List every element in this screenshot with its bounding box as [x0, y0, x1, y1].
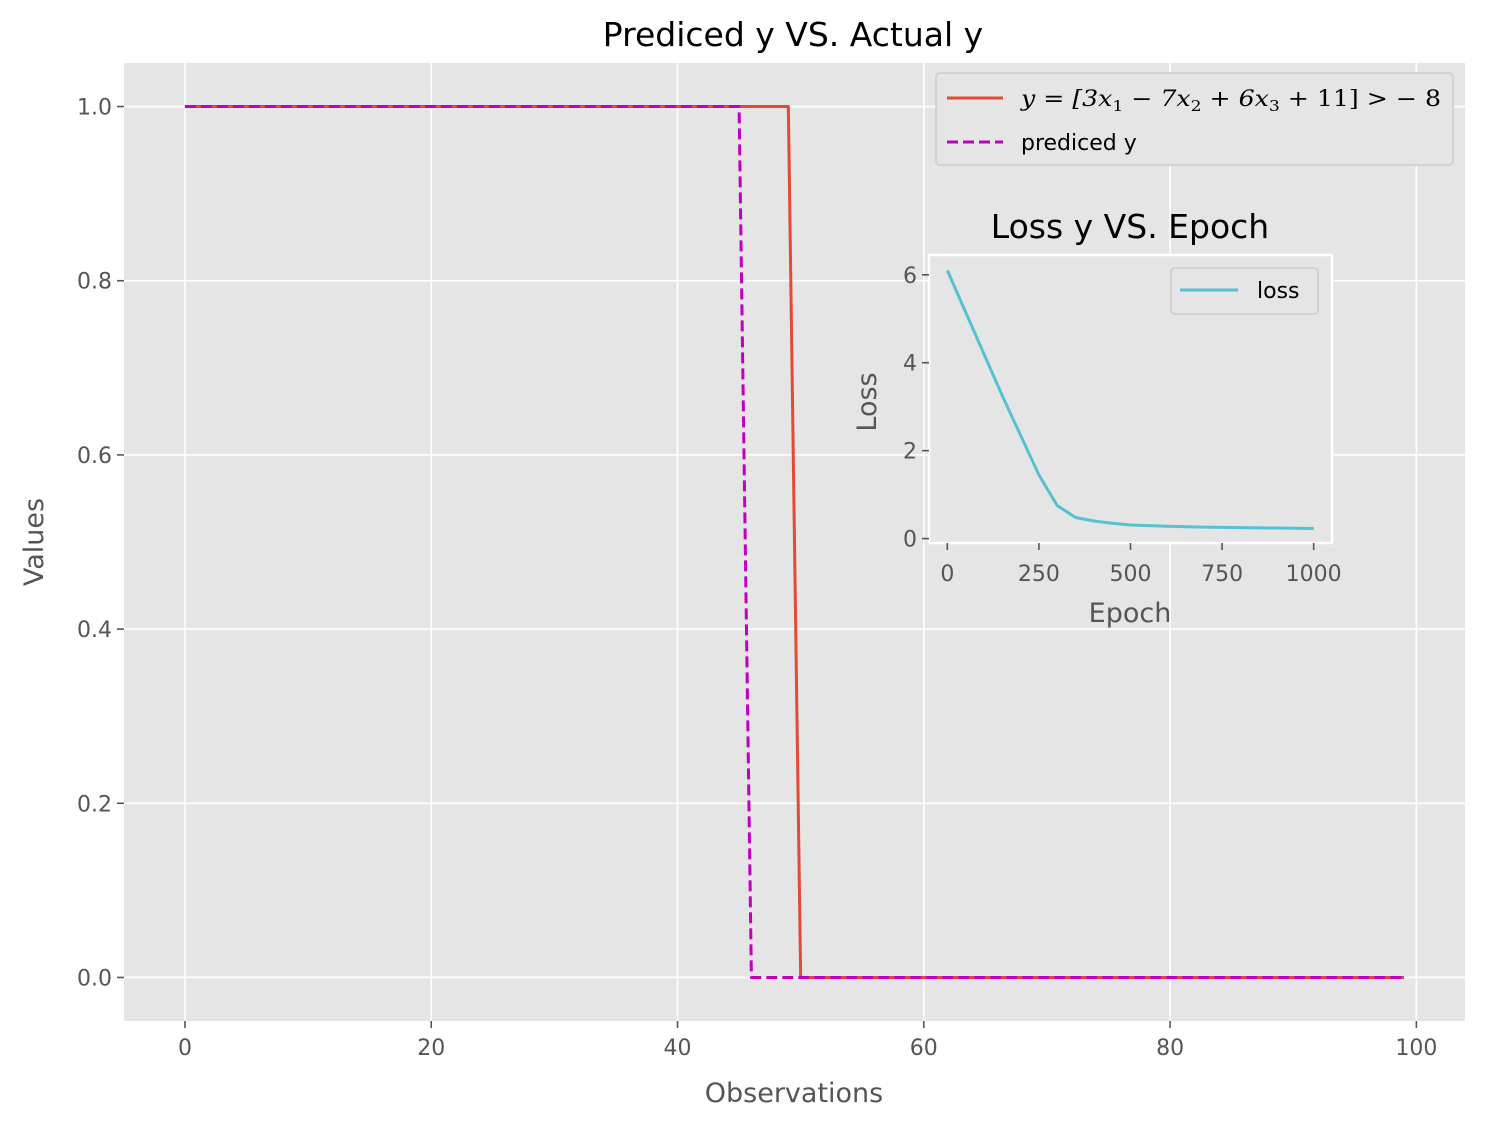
legend-formula-sub-2: 2 — [1191, 97, 1202, 115]
main-x-axis-label: Observations — [705, 1078, 883, 1109]
inset-x-axis-label: Epoch — [1089, 598, 1172, 629]
legend-formula-term-3: + 6x — [1202, 87, 1270, 112]
main-y-axis-label: Values — [19, 498, 50, 586]
legend-label-loss: loss — [1257, 279, 1300, 304]
inset-legend: loss — [1170, 267, 1319, 315]
main-x-tick-label-4: 80 — [1156, 1036, 1184, 1061]
main-plot: 0 20 40 60 80 100 0.00.20.40.60.81.0 Prediced… — [19, 15, 1465, 1109]
inset-y-axis-label: Loss — [852, 372, 883, 431]
legend-formula-lhs: y = [3x — [1020, 87, 1113, 112]
legend-label-prediced-y: prediced y — [1021, 131, 1137, 156]
legend-formula-rhs: + 11] > − 8 — [1280, 87, 1441, 112]
main-x-tick-label-0: 0 — [178, 1036, 192, 1061]
main-x-tick-label-3: 60 — [910, 1036, 938, 1061]
inset-y-tick-label-0: 0 — [903, 528, 917, 553]
main-y-tick-label-4: 0.8 — [77, 270, 112, 295]
inset-x-tick-label-1: 250 — [1018, 562, 1060, 587]
main-x-ticks: 0 20 40 60 80 100 — [178, 1021, 1437, 1061]
series-line-loss — [945, 269, 1314, 530]
inset-y-tick-label-1: 2 — [903, 440, 917, 465]
inset-y-ticks: 0 2 4 6 — [903, 264, 929, 553]
inset-plot: 0 250 500 750 1000 0 2 4 6 Loss y VS. Epoch Epo… — [852, 207, 1342, 629]
inset-x-tick-label-2: 500 — [1110, 562, 1152, 587]
main-x-tick-label-5: 100 — [1395, 1036, 1437, 1061]
main-y-tick-label-2: 0.4 — [77, 618, 112, 643]
inset-x-tick-label-3: 750 — [1201, 562, 1243, 587]
inset-x-tick-label-4: 1000 — [1286, 562, 1342, 587]
inset-x-tick-label-0: 0 — [940, 562, 954, 587]
main-y-tick-label-0: 0.0 — [77, 966, 112, 991]
inset-chart-title: Loss y VS. Epoch — [991, 207, 1269, 246]
main-y-tick-label-5: 1.0 — [77, 96, 112, 121]
main-series-group — [184, 105, 1405, 979]
legend-formula-sub-1: 1 — [1112, 97, 1123, 115]
series-line-prediced-y — [184, 105, 1405, 979]
inset-y-tick-label-2: 4 — [903, 352, 917, 377]
main-x-tick-label-2: 40 — [664, 1036, 692, 1061]
main-y-ticks: 0.0 0.2 0.4 0.6 0.8 1.0 — [77, 96, 124, 991]
main-legend-frame — [935, 72, 1454, 166]
legend-label-actual-y: y = [3x 1 − 7x 2 + 6x 3 + 11] > − 8 — [1020, 87, 1441, 115]
inset-series-group — [945, 269, 1314, 530]
legend-formula-sub-3: 3 — [1269, 97, 1280, 115]
main-y-tick-label-1: 0.2 — [77, 792, 112, 817]
inset-legend-frame — [1170, 267, 1319, 315]
main-legend: y = [3x 1 − 7x 2 + 6x 3 + 11] > − 8 predice… — [935, 72, 1454, 166]
main-y-tick-label-3: 0.6 — [77, 444, 112, 469]
legend-formula-term-2: − 7x — [1123, 87, 1191, 112]
main-x-tick-label-1: 20 — [417, 1036, 445, 1061]
main-chart-title: Prediced y VS. Actual y — [603, 15, 983, 54]
inset-y-tick-label-3: 6 — [903, 264, 917, 289]
inset-x-ticks: 0 250 500 750 1000 — [940, 543, 1342, 587]
